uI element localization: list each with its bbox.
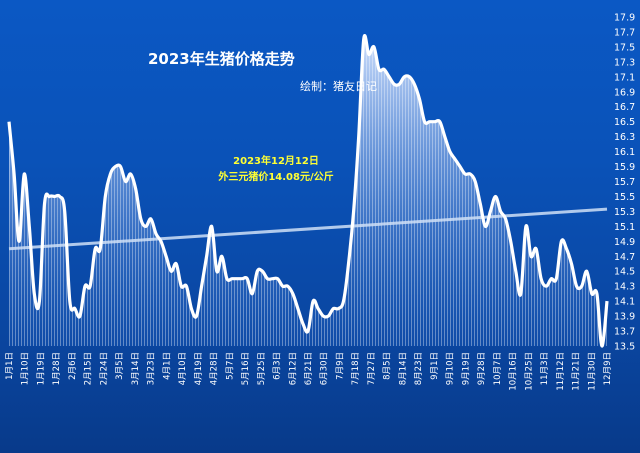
price-line bbox=[7, 34, 609, 348]
x-tick-label: 2月6日 bbox=[68, 352, 78, 380]
x-tick-label: 10月25日 bbox=[524, 352, 534, 391]
x-tick-label: 7月18日 bbox=[351, 352, 361, 385]
y-tick-label: 14.1 bbox=[614, 297, 635, 308]
y-tick-label: 14.7 bbox=[614, 252, 635, 263]
y-tick-label: 17.1 bbox=[614, 72, 635, 83]
x-tick-label: 1月1日 bbox=[5, 352, 15, 380]
y-tick-label: 16.5 bbox=[614, 117, 635, 128]
x-tick-label: 6月12日 bbox=[288, 352, 298, 385]
x-tick-label: 2月24日 bbox=[99, 352, 109, 385]
x-tick-label: 5月16日 bbox=[241, 352, 251, 385]
y-tick-label: 17.3 bbox=[614, 57, 635, 68]
x-tick-label: 10月7日 bbox=[493, 352, 503, 385]
y-tick-label: 16.1 bbox=[614, 147, 635, 158]
y-tick-label: 13.7 bbox=[614, 327, 635, 338]
chart-credit: 绘制：猪友日记 bbox=[300, 79, 377, 93]
y-tick-label: 15.3 bbox=[614, 207, 635, 218]
y-tick-label: 14.3 bbox=[614, 282, 635, 293]
trend-line bbox=[8, 207, 608, 251]
x-tick-label: 8月23日 bbox=[414, 352, 424, 385]
y-tick-label: 15.7 bbox=[614, 177, 635, 188]
x-tick-label: 10月16日 bbox=[509, 352, 519, 391]
x-tick-label: 1月10日 bbox=[21, 352, 31, 385]
x-tick-label: 4月28日 bbox=[210, 352, 220, 385]
area-layer bbox=[9, 35, 607, 347]
x-tick-label: 11月21日 bbox=[572, 352, 582, 391]
y-axis: 13.5 13.7 13.9 14.1 14.3 14.5 14.7 14.9 15.1 15.3… bbox=[614, 13, 635, 353]
annotation-line-2: 外三元猪价14.08元/公斤 bbox=[217, 170, 333, 183]
y-tick-label: 15.9 bbox=[614, 162, 635, 173]
x-tick-label: 9月19日 bbox=[461, 352, 471, 385]
annotation-line-1: 2023年12月12日 bbox=[233, 154, 319, 167]
x-tick-label: 9月10日 bbox=[446, 352, 456, 385]
chart-title: 2023年生猪价格走势 bbox=[148, 50, 295, 68]
price-area-stripes bbox=[9, 35, 607, 347]
y-tick-label: 14.9 bbox=[614, 237, 635, 248]
x-tick-label: 4月1日 bbox=[162, 352, 172, 380]
x-tick-label: 9月1日 bbox=[430, 352, 440, 380]
x-tick-label: 2月15日 bbox=[84, 352, 94, 385]
y-tick-label: 17.9 bbox=[614, 13, 635, 24]
x-tick-label: 3月5日 bbox=[115, 352, 125, 380]
line-layer bbox=[7, 34, 609, 348]
x-axis: 1月1日 1月10日 1月19日 1月28日 2月6日 2月15日 2月24日 3月5日 3月1… bbox=[5, 352, 613, 391]
y-tick-label: 15.5 bbox=[614, 192, 635, 203]
x-tick-label: 11月30日 bbox=[587, 352, 597, 391]
x-tick-label: 9月28日 bbox=[477, 352, 487, 385]
x-tick-label: 12月9日 bbox=[603, 352, 613, 385]
x-tick-label: 5月25日 bbox=[257, 352, 267, 385]
y-tick-label: 13.9 bbox=[614, 312, 635, 323]
y-tick-label: 15.1 bbox=[614, 222, 635, 233]
x-tick-label: 6月3日 bbox=[273, 352, 283, 380]
x-tick-label: 6月30日 bbox=[320, 352, 330, 385]
x-tick-label: 7月9日 bbox=[335, 352, 345, 380]
x-tick-label: 5月7日 bbox=[225, 352, 235, 380]
x-tick-label: 3月23日 bbox=[147, 352, 157, 385]
x-tick-label: 1月28日 bbox=[52, 352, 62, 385]
x-tick-label: 8月5日 bbox=[383, 352, 393, 380]
y-tick-label: 16.9 bbox=[614, 87, 635, 98]
x-tick-label: 11月3日 bbox=[540, 352, 550, 385]
trend-layer bbox=[8, 207, 608, 251]
y-tick-label: 13.5 bbox=[614, 342, 635, 353]
x-tick-label: 7月27日 bbox=[367, 352, 377, 385]
x-tick-label: 3月14日 bbox=[131, 352, 141, 385]
x-tick-label: 6月21日 bbox=[304, 352, 314, 385]
x-tick-label: 4月19日 bbox=[194, 352, 204, 385]
y-tick-label: 16.7 bbox=[614, 102, 635, 113]
x-tick-label: 11月12日 bbox=[556, 352, 566, 391]
x-tick-label: 1月19日 bbox=[36, 352, 46, 385]
x-tick-label: 8月14日 bbox=[398, 352, 408, 385]
x-tick-label: 4月10日 bbox=[178, 352, 188, 385]
y-tick-label: 16.3 bbox=[614, 132, 635, 143]
y-tick-label: 14.5 bbox=[614, 267, 635, 278]
y-tick-label: 17.5 bbox=[614, 42, 635, 53]
y-tick-label: 17.7 bbox=[614, 27, 635, 38]
